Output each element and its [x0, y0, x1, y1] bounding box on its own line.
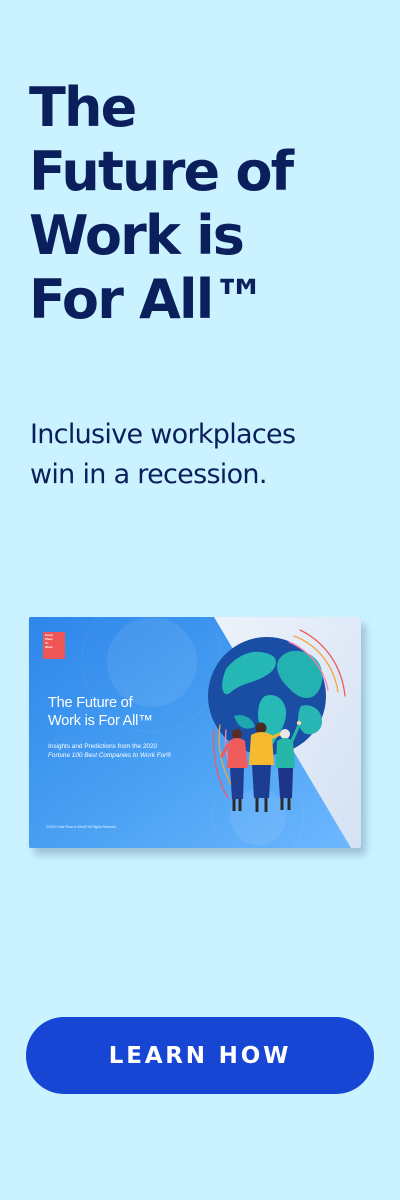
- subheadline-line: Inclusive workplaces: [30, 419, 296, 450]
- logo-line: Work.: [45, 644, 54, 649]
- report-subtitle-line: Insights and Predictions from the 2020: [48, 743, 158, 750]
- report-subtitle-line: Fortune 100 Best Companies to Work For®: [48, 752, 171, 759]
- headline-line: Work is: [29, 204, 245, 267]
- report-subtitle: Insights and Predictions from the 2020 F…: [48, 742, 171, 760]
- report-title: The Future of Work is For All™: [48, 694, 153, 730]
- logo-line: Place: [45, 636, 53, 641]
- headline-line: For All™: [29, 268, 266, 331]
- subheadline: Inclusive workplaces win in a recession.: [30, 415, 380, 495]
- subheadline-line: win in a recession.: [30, 459, 267, 490]
- headline-line: Future of: [29, 140, 294, 203]
- logo-line: To: [45, 640, 49, 645]
- report-cover-illustration: [29, 617, 361, 848]
- report-copyright: ©2020 Great Place to Work® All Rights Re…: [46, 825, 117, 829]
- learn-how-button[interactable]: LEARN HOW: [26, 1017, 374, 1094]
- headline: The Future of Work is For All™: [29, 76, 379, 332]
- headline-line: The: [29, 76, 137, 139]
- report-title-line: The Future of: [48, 695, 133, 711]
- great-place-to-work-logo: Great Place To Work.: [43, 632, 65, 659]
- logo-line: Great: [45, 633, 53, 637]
- report-cover: Great Place To Work. The Future of Work …: [29, 617, 361, 848]
- people-illustration: [220, 720, 302, 812]
- report-title-line: Work is For All™: [48, 713, 153, 729]
